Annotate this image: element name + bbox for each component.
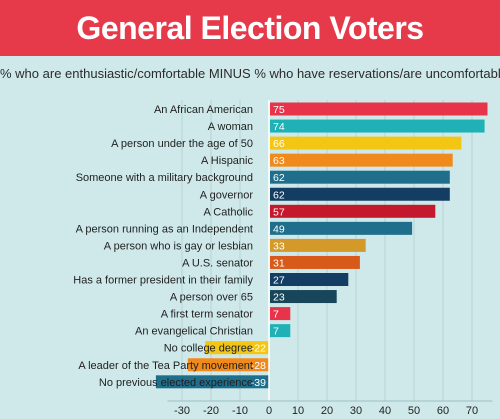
bar xyxy=(187,358,269,372)
bar xyxy=(270,255,360,269)
category-label: A governor xyxy=(200,189,254,201)
bar xyxy=(155,375,269,389)
x-tick-label: 60 xyxy=(437,405,449,417)
data-label: -22 xyxy=(251,343,266,355)
category-label: No college degree xyxy=(164,343,253,355)
data-label: -39 xyxy=(251,377,266,389)
data-label: 7 xyxy=(273,309,279,321)
bar xyxy=(270,170,450,184)
category-label: A Hispanic xyxy=(201,155,253,167)
bar xyxy=(270,187,450,201)
category-label: A person under the age of 50 xyxy=(111,138,253,150)
category-label: A person over 65 xyxy=(170,292,253,304)
bar xyxy=(270,221,413,235)
x-tick-label: 50 xyxy=(408,405,420,417)
data-label: 23 xyxy=(273,292,285,304)
data-label: 74 xyxy=(273,121,285,133)
data-label: 62 xyxy=(273,172,285,184)
bar xyxy=(270,307,291,321)
data-label: 66 xyxy=(273,138,285,150)
data-label: -28 xyxy=(251,360,266,372)
bar xyxy=(270,153,453,167)
data-label: 63 xyxy=(273,155,285,167)
bar xyxy=(270,273,349,286)
chart-header: General Election Voters xyxy=(0,0,500,56)
category-label: Someone with a military background xyxy=(76,172,253,184)
x-tick-label: 30 xyxy=(350,405,362,417)
data-label: 49 xyxy=(273,223,285,235)
category-label: A U.S. senator xyxy=(182,257,253,269)
data-label: 31 xyxy=(273,257,285,269)
data-label: 7 xyxy=(273,326,279,338)
bar xyxy=(270,119,485,133)
category-label: A person running as an Independent xyxy=(76,223,253,235)
x-tick-label: 20 xyxy=(321,405,333,417)
data-label: 62 xyxy=(273,189,285,201)
bar xyxy=(270,204,436,218)
category-label: A first term senator xyxy=(161,309,254,321)
category-label: Has a former president in their family xyxy=(73,275,253,287)
bar xyxy=(270,324,291,338)
x-tick-label: 40 xyxy=(379,405,391,417)
x-tick-label: -10 xyxy=(232,405,248,417)
data-label: 27 xyxy=(273,275,285,287)
data-label: 33 xyxy=(273,240,285,252)
bar xyxy=(205,341,269,355)
category-label: An evangelical Christian xyxy=(135,326,253,338)
bar-chart: An African American 75 A woman 74 A person u… xyxy=(73,100,493,417)
category-label: A leader of the Tea Party movement xyxy=(78,360,253,372)
data-label: 57 xyxy=(273,206,285,218)
category-label: An African American xyxy=(154,104,253,116)
bar xyxy=(270,102,488,116)
category-label: A woman xyxy=(208,121,253,133)
bar xyxy=(270,136,462,150)
bar xyxy=(270,290,337,304)
category-label: A person who is gay or lesbian xyxy=(104,240,253,252)
x-tick-label: -20 xyxy=(203,405,219,417)
category-label: A Catholic xyxy=(203,206,253,218)
x-tick-label: -30 xyxy=(174,405,190,417)
data-label: 75 xyxy=(273,104,285,116)
x-tick-label: 0 xyxy=(266,405,272,417)
category-label: No previous elected experience xyxy=(99,377,253,389)
chart-subtitle: % who are enthusiastic/comfortable MINUS… xyxy=(0,66,500,81)
x-tick-label: 70 xyxy=(466,405,478,417)
x-tick-label: 10 xyxy=(292,405,304,417)
bar xyxy=(270,238,366,252)
chart-title: General Election Voters xyxy=(76,9,424,46)
